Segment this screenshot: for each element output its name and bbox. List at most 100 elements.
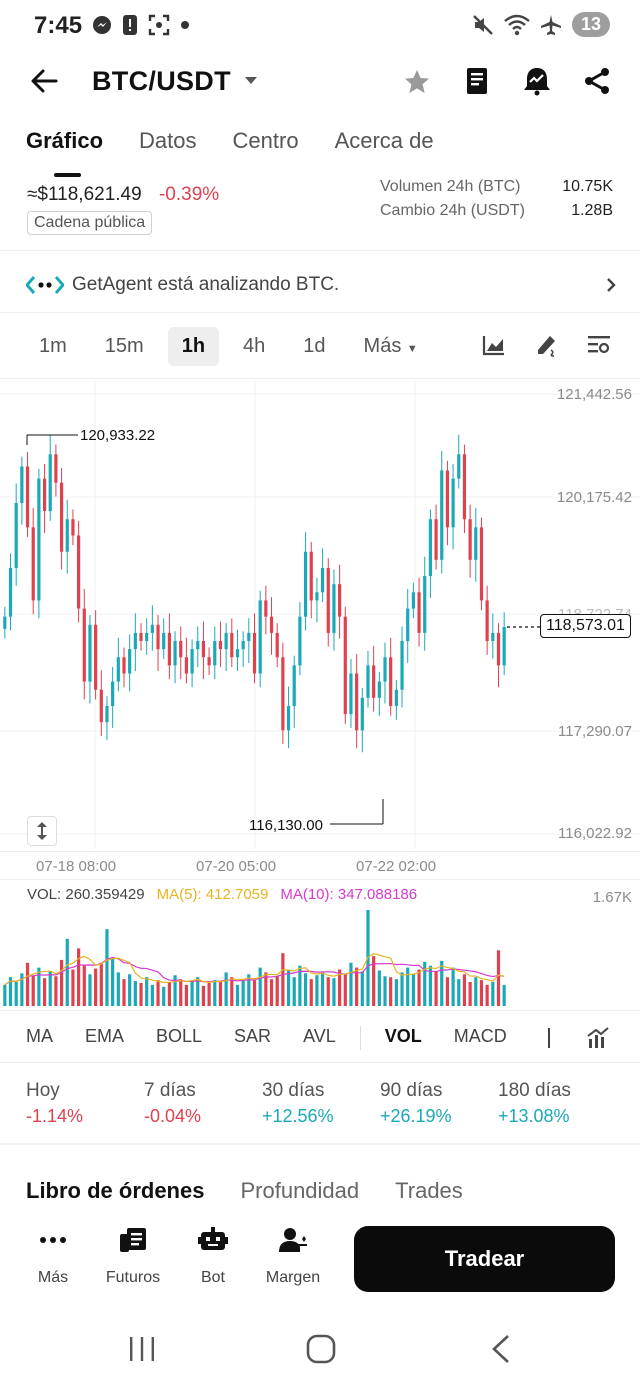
chevron-down-icon[interactable] — [244, 76, 258, 86]
x-tick-1: 07-18 08:00 — [36, 858, 117, 875]
candle-body — [14, 502, 18, 568]
indicator-ma[interactable]: MA — [26, 1026, 53, 1046]
alert-bell-icon[interactable] — [523, 66, 551, 96]
perf-today: Hoy -1.14% — [26, 1080, 144, 1127]
candle-body — [235, 649, 240, 658]
candle-body — [428, 519, 432, 577]
candle-body — [201, 641, 206, 658]
volume-bar — [360, 971, 364, 1006]
volume-bar — [355, 967, 359, 1006]
volume-chart[interactable] — [0, 905, 640, 1008]
agent-banner[interactable]: GetAgent está analizando BTC. — [26, 270, 616, 300]
candle-body — [292, 665, 296, 706]
candle-body — [445, 470, 450, 528]
volume-bar — [88, 974, 92, 1006]
messenger-icon — [93, 16, 111, 34]
tab-acerca-de[interactable]: Acerca de — [334, 128, 434, 153]
candle-body — [258, 600, 262, 674]
volume-bar — [54, 976, 58, 1006]
tab-grafico[interactable]: Gráfico — [26, 128, 104, 153]
trade-button[interactable]: Tradear — [354, 1226, 615, 1292]
candlestick-chart[interactable] — [0, 379, 640, 849]
chart-type-icon[interactable] — [482, 334, 506, 356]
candle-body — [269, 616, 274, 633]
candle-body — [156, 624, 160, 650]
volume-bar — [224, 972, 228, 1006]
nav-margin[interactable]: Margen — [263, 1226, 323, 1287]
timeframe-selector: 1m 15m 1h 4h 1d Más ▼ — [25, 326, 432, 366]
volume-bar — [264, 972, 268, 1006]
timeframe-1d[interactable]: 1d — [303, 334, 326, 357]
vol-ma10: MA(10): 347.088186 — [280, 886, 418, 903]
candle-body — [502, 626, 506, 666]
timeframe-1h[interactable]: 1h — [167, 326, 220, 366]
perf-label: 90 días — [380, 1080, 443, 1101]
high-price-label: 120,933.22 — [80, 427, 156, 444]
timeframe-4h[interactable]: 4h — [243, 334, 266, 357]
indicator-vol[interactable]: VOL — [384, 1026, 422, 1046]
candle-body — [99, 689, 103, 723]
candle-body — [474, 527, 478, 560]
volume-bar — [196, 977, 200, 1006]
timeframe-more[interactable]: Más ▼ — [350, 327, 432, 366]
volume-bar — [383, 976, 387, 1006]
nav-more[interactable]: Más — [33, 1226, 73, 1287]
volume-bar — [213, 980, 217, 1006]
candle-body — [349, 673, 353, 715]
volume-bar — [400, 972, 404, 1006]
perf-value: +13.08% — [498, 1106, 570, 1126]
volume-bar — [65, 938, 69, 1006]
volume-bar — [167, 982, 171, 1006]
y-tick-1: 121,442.56 — [556, 386, 632, 403]
dots-icon — [40, 1237, 66, 1243]
star-icon[interactable] — [403, 68, 431, 96]
resize-vertical-icon — [37, 822, 47, 840]
indicator-sar[interactable]: SAR — [234, 1026, 272, 1046]
book-icon[interactable] — [465, 67, 489, 95]
indicator-divider — [359, 1026, 385, 1050]
home-icon[interactable] — [306, 1334, 336, 1364]
indicator-avl[interactable]: AVL — [303, 1026, 336, 1046]
indicator-macd[interactable]: MACD — [453, 1026, 507, 1046]
tab-datos[interactable]: Datos — [139, 128, 197, 153]
margin-icon — [279, 1228, 307, 1252]
timeframe-15m[interactable]: 15m — [104, 334, 144, 357]
volume-bar — [173, 975, 177, 1006]
candle-body — [281, 657, 285, 731]
indicator-ema[interactable]: EMA — [85, 1026, 125, 1046]
tab-trades[interactable]: Trades — [395, 1178, 463, 1203]
draw-tool-icon[interactable] — [534, 332, 560, 358]
candle-body — [241, 641, 245, 650]
tab-centro[interactable]: Centro — [232, 128, 299, 153]
candle-body — [184, 657, 189, 674]
volume-bar — [145, 977, 149, 1006]
candle-body — [48, 454, 52, 512]
arrow-left-icon[interactable] — [30, 68, 58, 94]
volume-bar — [292, 977, 296, 1006]
last-price: ≈$118,621.49 — [27, 184, 142, 205]
candle-body — [190, 649, 194, 674]
public-chain-chip[interactable]: Cadena pública — [27, 211, 153, 235]
chart-settings-icon[interactable] — [587, 334, 611, 356]
recent-apps-icon[interactable] — [128, 1334, 156, 1364]
low-price-label: 116,130.00 — [249, 817, 323, 834]
candle-body — [309, 551, 313, 601]
nav-bot[interactable]: Bot — [193, 1226, 233, 1287]
volume-bar — [94, 968, 98, 1006]
back-nav-icon[interactable] — [490, 1334, 512, 1364]
volume-bar — [184, 984, 189, 1006]
candle-body — [196, 641, 200, 650]
candle-body — [320, 567, 325, 593]
share-icon[interactable] — [583, 67, 611, 95]
perf-value: +12.56% — [262, 1106, 334, 1126]
tab-order-book[interactable]: Libro de órdenes — [26, 1178, 205, 1203]
nav-futures[interactable]: Futuros — [103, 1226, 163, 1287]
volume-bar — [332, 978, 336, 1006]
pair-title[interactable]: BTC/USDT — [92, 66, 231, 96]
timeframe-1m[interactable]: 1m — [39, 334, 67, 357]
indicator-boll[interactable]: BOLL — [156, 1026, 203, 1046]
scale-toggle[interactable] — [27, 816, 57, 846]
tab-depth[interactable]: Profundidad — [240, 1178, 360, 1203]
volume-bar — [8, 977, 13, 1006]
indicator-settings-icon[interactable] — [586, 1026, 610, 1050]
